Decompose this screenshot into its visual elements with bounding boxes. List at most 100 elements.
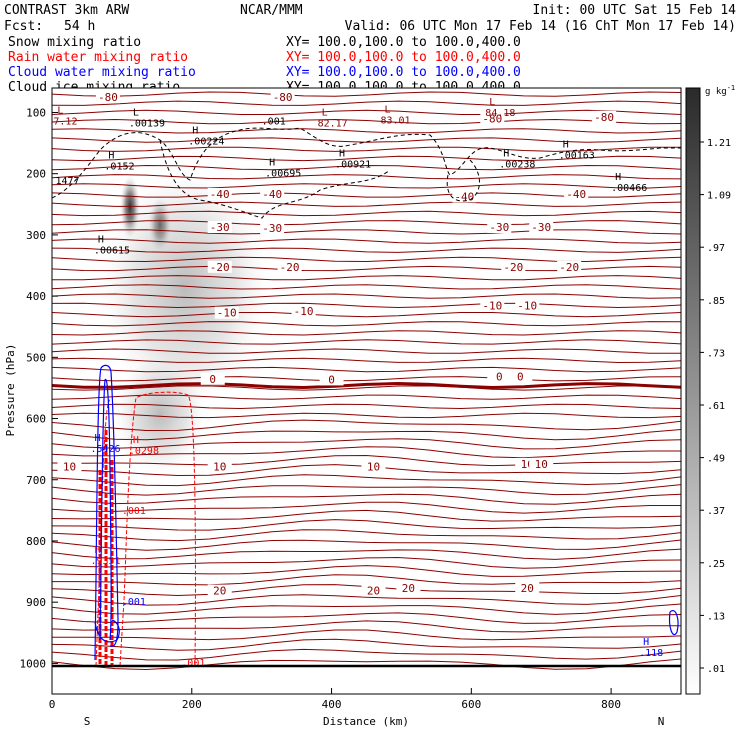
- isotherm-label-bg: [592, 110, 617, 123]
- isotherm-label-bg: [480, 112, 505, 125]
- isotherm-line: [52, 312, 681, 318]
- isotherm-line: [52, 493, 681, 505]
- isotherm-label: -20: [280, 261, 300, 274]
- contour-labels: .001 1477 .001 .001 .001: [55, 117, 285, 669]
- isotherm-label-bg: [277, 260, 302, 273]
- cloud-water-contour-east: [668, 610, 679, 636]
- contour-value-label: .001: [122, 506, 146, 517]
- isotherm-label-bg: [508, 370, 533, 383]
- isotherm-line: [52, 565, 681, 577]
- isotherm-line: [52, 539, 681, 551]
- isotherm-label-bg: [529, 221, 554, 234]
- isotherm-line: [52, 238, 681, 244]
- extremum-type: L: [322, 108, 328, 119]
- contour-value-label: .001: [181, 658, 205, 669]
- colorbar-label: .49: [707, 454, 725, 465]
- isotherm-label-bg: [270, 91, 295, 104]
- isotherm-line: [52, 293, 681, 299]
- y-tick-label: 400: [26, 290, 46, 303]
- isotherm-label: -40: [454, 190, 474, 203]
- plot-frame: [51, 87, 682, 695]
- isotherm-line: [52, 603, 681, 615]
- isotherm-label-bg: [57, 460, 82, 473]
- isotherm-line: [52, 429, 681, 441]
- isotherm-label: -20: [503, 261, 523, 274]
- freezing-level-line: [52, 381, 681, 390]
- isotherm-line: [52, 118, 681, 125]
- cloud-water-contour-lower: [94, 619, 120, 643]
- snow-region-lower: [115, 360, 205, 480]
- isotherm-label: 10: [367, 460, 380, 473]
- extremum-type: H: [563, 139, 569, 150]
- isotherm-label: 20: [367, 585, 380, 598]
- isotherm-line: [52, 501, 681, 514]
- field-legend: Snow mixing ratio XY= 100.0,100.0 to 100.…: [8, 35, 521, 95]
- isotherm-line: [52, 594, 681, 606]
- isotherm-label-bg: [515, 299, 540, 312]
- isotherm-line: [52, 366, 681, 373]
- x-axis-label: Distance (km): [323, 715, 409, 728]
- extremum-value: 84.18: [485, 108, 515, 119]
- header-model-label: CONTRAST 3km ARW: [4, 3, 129, 18]
- y-tick-label: 100: [26, 106, 46, 119]
- field-xy: XY= 100.0,100.0 to 100.0,400.0: [286, 35, 521, 50]
- isotherm-line: [52, 529, 681, 542]
- contour-value-label: .001: [262, 117, 286, 128]
- isotherm-label: 10: [535, 458, 548, 471]
- isotherm-label-bg: [501, 260, 526, 273]
- extremum-type: L: [489, 97, 495, 108]
- isotherm-line: [52, 164, 681, 171]
- isotherm-label: -20: [559, 261, 579, 274]
- plot-content: -80 -80 -80 -80 -40 -40 -40 -40 -30 -30 -30 -30 -20 -…: [52, 91, 681, 671]
- extremum-value: .00163: [559, 150, 595, 161]
- x-tick-label: 200: [182, 698, 202, 711]
- y-tick-label: 200: [26, 168, 46, 181]
- snow-region-broad: [100, 180, 270, 420]
- colorbar-label: .73: [707, 348, 725, 359]
- isotherm-line: [52, 137, 681, 143]
- y-tick-label: 1000: [20, 657, 47, 670]
- extremum-value: .00921: [335, 160, 371, 171]
- colorbar-label: .85: [707, 296, 725, 307]
- header-init-time: Init: 00 UTC Sat 15 Feb 14: [533, 3, 737, 18]
- isotherm-line: [52, 128, 681, 134]
- extremum-value: 7.12: [53, 117, 77, 128]
- field-name: Rain water mixing ratio: [8, 50, 188, 65]
- field-xy: XY= 100.0,100.0 to 100.0,400.0: [286, 50, 521, 65]
- isotherm-line: [52, 376, 681, 382]
- isotherm-label: 0: [517, 370, 524, 383]
- temperature-contours: -80 -80 -80 -80 -40 -40 -40 -40 -30 -30 -30 -30 -20 -…: [52, 91, 681, 671]
- extremum-type: H: [615, 172, 621, 183]
- isotherm-label-bg: [396, 582, 421, 595]
- isotherm-line: [52, 220, 681, 226]
- extremum-value: .0298: [129, 446, 159, 457]
- isotherm-line: [52, 403, 681, 410]
- isotherm-line: [52, 146, 681, 152]
- y-tick-label: 500: [26, 351, 46, 364]
- isotherm-line: [52, 638, 681, 651]
- isotherm-label: 0: [209, 373, 216, 386]
- extremum-value: .00615: [94, 245, 130, 256]
- isotherm-line: [52, 484, 681, 496]
- extremum-value: 82.17: [318, 119, 348, 130]
- isotherm-line: [52, 201, 681, 207]
- snow-core-max: [120, 175, 140, 239]
- isotherm-line: [52, 284, 681, 290]
- extremum-value: 83.01: [380, 115, 410, 126]
- isotherm-label: -80: [273, 91, 293, 104]
- isotherm-line: [52, 100, 681, 106]
- isotherm-line: [52, 412, 681, 419]
- isotherm-label: -10: [517, 299, 537, 312]
- isotherm-label: -20: [210, 261, 230, 274]
- header-forecast-value: 54 h: [64, 19, 95, 34]
- extremum-type: H: [98, 234, 104, 245]
- isotherm-line: [52, 438, 681, 450]
- isotherm-label-bg: [207, 187, 232, 200]
- field-name: Snow mixing ratio: [8, 35, 141, 50]
- isotherm-label: -40: [210, 188, 230, 201]
- isotherm-line: [52, 155, 681, 162]
- isotherm-label-bg: [207, 260, 232, 273]
- colorbar-label: 1.21: [707, 138, 731, 149]
- isotherm-label-bg: [487, 221, 512, 234]
